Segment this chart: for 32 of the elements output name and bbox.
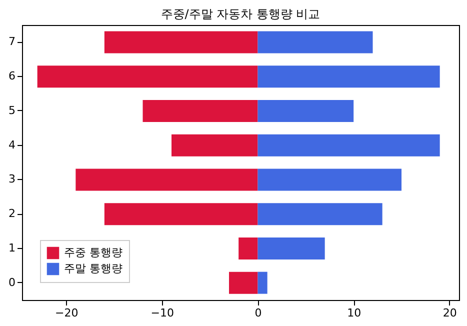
bar: [37, 66, 258, 88]
bar: [258, 100, 354, 122]
y-tick-label: 1: [8, 241, 16, 254]
bar: [172, 134, 258, 156]
y-tick-label: 0: [8, 276, 16, 289]
bar: [258, 134, 440, 156]
bar: [258, 66, 440, 88]
x-tick-label: −10: [150, 306, 174, 320]
x-tick-label: −20: [54, 306, 78, 320]
y-tick-label: 2: [8, 207, 16, 220]
y-tick-label: 6: [8, 70, 16, 83]
y-tick-label: 7: [8, 35, 16, 48]
legend-label: 주말 통행량: [64, 262, 122, 275]
bar: [258, 272, 268, 294]
bar: [76, 168, 258, 191]
bar: [258, 237, 325, 260]
bar: [142, 100, 258, 122]
bar: [238, 237, 258, 260]
bar: [258, 168, 402, 191]
bar: [104, 31, 258, 54]
bar: [229, 272, 258, 294]
x-tick-label: 0: [254, 306, 262, 320]
chart-title: 주중/주말 자동차 통행량 비교: [160, 7, 320, 21]
y-tick-label: 3: [8, 172, 16, 186]
x-tick-label: 10: [347, 306, 362, 320]
bar: [104, 203, 258, 226]
legend-label: 주중 통행량: [64, 246, 122, 259]
y-tick-label: 5: [8, 104, 16, 117]
bar: [258, 31, 373, 54]
x-tick-label: 20: [442, 306, 457, 320]
y-tick-label: 4: [8, 138, 16, 152]
bar: [258, 203, 382, 226]
